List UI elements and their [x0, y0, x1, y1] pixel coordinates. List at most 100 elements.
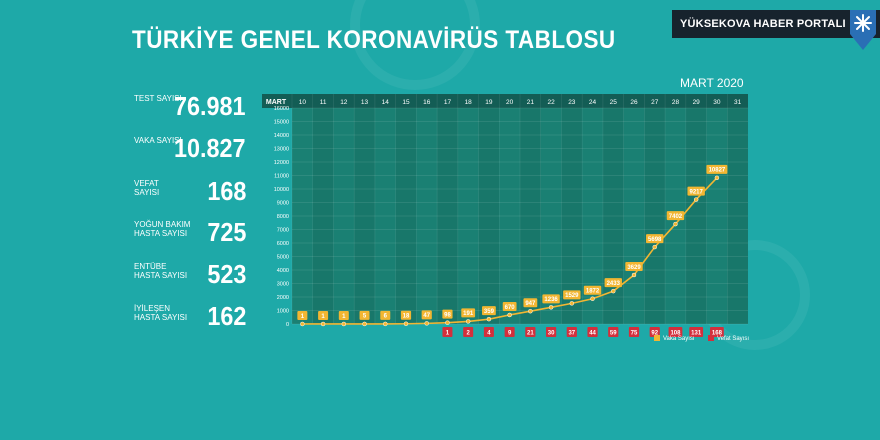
cases-data-label-box [604, 278, 622, 288]
x-tick-label: 31 [734, 99, 742, 106]
cases-data-label-box [646, 234, 664, 244]
cases-data-label-box [523, 298, 538, 308]
stat-label: İYİLEŞEN HASTA SAYISI [134, 304, 188, 322]
chart-header [262, 94, 748, 108]
deaths-data-label: 37 [568, 330, 575, 336]
stat-value: 523 [206, 259, 246, 289]
day-column-shade [520, 108, 541, 324]
cases-data-label: 9217 [690, 189, 704, 195]
deaths-data-label-box [628, 327, 640, 337]
cases-data-label: 2433 [607, 281, 621, 287]
x-tick-label: 18 [465, 99, 473, 106]
legend-label-deaths: Vefat Sayısı [717, 336, 749, 342]
stat-test: TEST SAYISI 76.981 [134, 90, 246, 126]
cases-data-label-box [461, 308, 476, 318]
deaths-data-label: 75 [631, 330, 638, 336]
cases-data-label-box [400, 310, 412, 320]
cases-data-label-box [563, 290, 581, 300]
cases-point [507, 312, 512, 318]
deaths-data-label: 4 [487, 330, 491, 336]
stat-value: 76.981 [174, 91, 246, 121]
cases-data-label-box [338, 310, 349, 320]
cases-data-label-box [318, 310, 329, 320]
cases-data-label: 359 [484, 309, 495, 315]
cases-data-label: 1 [321, 314, 325, 320]
y-tick-label: 10000 [274, 187, 289, 193]
cases-data-label: 47 [423, 313, 430, 319]
brand-name: YÜKSEKOVA HABER PORTALI [680, 18, 846, 30]
stat-recovered: İYİLEŞEN HASTA SAYISI 162 [134, 300, 246, 336]
brand-logo-icon [850, 10, 876, 50]
cases-data-label-box [625, 262, 643, 272]
y-tick-label: 7000 [277, 228, 289, 234]
cases-point [611, 288, 616, 294]
deaths-data-label: 30 [548, 330, 555, 336]
y-tick-label: 14000 [274, 133, 289, 139]
deaths-data-label: 1 [446, 330, 450, 336]
y-tick-label: 6000 [277, 241, 289, 247]
stat-cases: VAKA SAYISI 10.827 [134, 132, 246, 168]
cases-data-label: 98 [444, 312, 451, 318]
stat-label: VEFAT SAYISI [134, 179, 160, 197]
cases-data-label-box [542, 294, 560, 304]
y-tick-label: 15000 [274, 120, 289, 126]
y-tick-label: 8000 [277, 214, 289, 220]
deaths-data-label-box [504, 327, 515, 337]
cases-data-label: 3629 [627, 265, 641, 271]
x-tick-label: 15 [402, 99, 410, 106]
cases-data-label-box [666, 211, 685, 221]
deaths-data-label-box [608, 327, 619, 337]
stat-intubated: ENTÜBE HASTA SAYISI 523 [134, 258, 246, 294]
day-column-shade [561, 108, 583, 324]
x-tick-label: 26 [630, 99, 638, 106]
cases-point [320, 321, 326, 327]
cases-data-label: 1 [342, 314, 346, 320]
deaths-data-label: 168 [712, 330, 723, 336]
deaths-data-label-box [483, 327, 494, 337]
cases-data-label-box [359, 310, 370, 320]
x-tick-label: 28 [672, 99, 680, 106]
deaths-data-label: 21 [527, 330, 534, 336]
deaths-data-label: 59 [610, 330, 617, 336]
deaths-data-label-box [587, 327, 598, 337]
legend-swatch-deaths [708, 335, 714, 341]
cases-data-label: 1529 [565, 293, 579, 299]
stat-deaths: VEFAT SAYISI 168 [134, 175, 246, 211]
cases-chart: MART 10 11 12 13 14 15 16 17 18 19 20 21 22 23 24 25 26 27… [262, 94, 749, 342]
deaths-data-label-box [566, 327, 577, 337]
day-column-shade [395, 108, 417, 324]
stat-label: YOĞUN BAKIM HASTA SAYISI [134, 220, 191, 238]
deaths-data-label: 2 [467, 330, 471, 336]
page-title: TÜRKİYE GENEL KORONAVİRÜS TABLOSU [132, 26, 616, 54]
y-tick-label: 13000 [274, 147, 289, 153]
cases-data-label: 670 [505, 305, 516, 311]
deaths-data-label-box [442, 327, 453, 337]
cases-data-label-box [687, 186, 705, 196]
deaths-data-label-box [545, 327, 557, 337]
cases-point [714, 175, 720, 181]
cases-data-label-box [482, 306, 496, 316]
stat-label: VAKA SAYISI [134, 136, 182, 145]
deaths-data-label: 92 [651, 330, 658, 336]
x-tick-label: 14 [382, 99, 390, 106]
stat-label: TEST SAYISI [134, 94, 182, 103]
x-tick-label: 13 [361, 99, 369, 106]
y-tick-label: 12000 [274, 160, 289, 166]
day-column-shade [354, 108, 375, 324]
stat-value: 162 [206, 301, 246, 331]
cases-data-label: 18 [403, 314, 410, 320]
cases-data-label-box [297, 310, 308, 320]
y-tick-label: 11000 [274, 174, 289, 180]
cases-data-label-box [421, 310, 432, 320]
cases-point [403, 321, 409, 327]
x-tick-label: 30 [713, 99, 721, 106]
cases-data-label: 1872 [586, 289, 600, 295]
cases-point [465, 319, 471, 324]
cases-point [362, 321, 367, 327]
x-tick-label: 17 [444, 99, 452, 106]
deaths-data-label: 9 [508, 330, 512, 336]
x-tick-label: 22 [547, 99, 555, 106]
day-column-shade [437, 108, 458, 324]
cases-point [590, 296, 595, 301]
legend-label-cases: Vaka Sayısı [663, 336, 695, 342]
